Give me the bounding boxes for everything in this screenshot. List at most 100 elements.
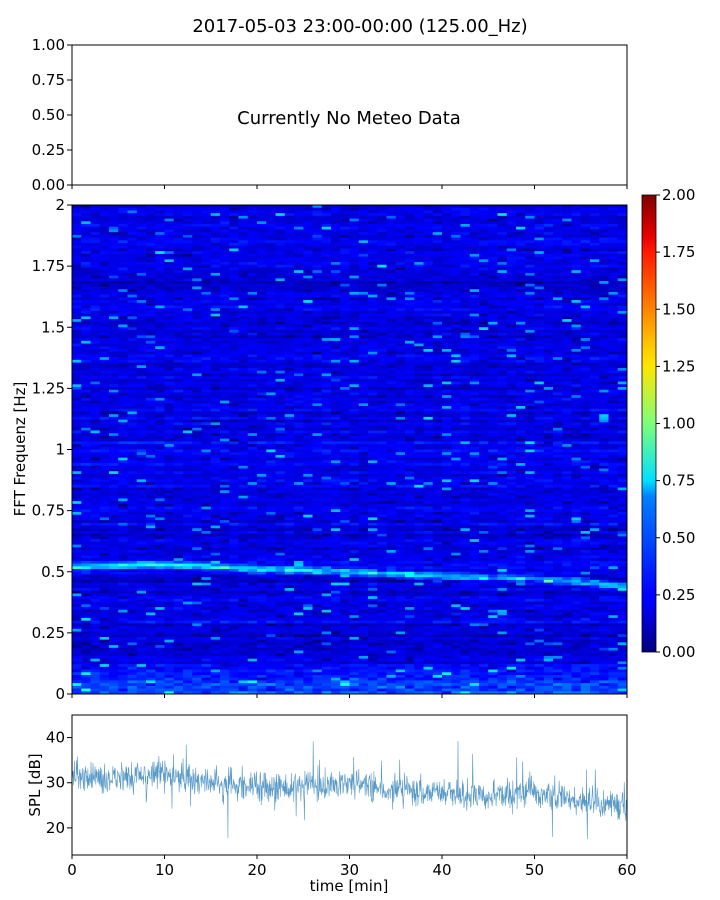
- heatmap-cell: [414, 357, 424, 361]
- heatmap-cell: [525, 251, 535, 255]
- heatmap-cell: [571, 343, 582, 347]
- heatmap-cell: [173, 414, 184, 418]
- heatmap-cell: [164, 305, 175, 309]
- heatmap-cell: [303, 362, 313, 366]
- heatmap-cell: [599, 294, 609, 298]
- heatmap-cell: [525, 343, 535, 347]
- heatmap-cell: [210, 237, 221, 241]
- heatmap-cell: [220, 237, 230, 241]
- heatmap-cell: [183, 403, 193, 407]
- heatmap-cell: [562, 294, 572, 298]
- heatmap-cell: [201, 286, 212, 290]
- heatmap-cell: [118, 248, 128, 252]
- heatmap-cell: [81, 338, 91, 342]
- heatmap-cell: [571, 392, 582, 396]
- heatmap-cell: [414, 234, 424, 238]
- heatmap-cell: [525, 283, 535, 287]
- heatmap-cell: [146, 232, 156, 236]
- heatmap-cell: [275, 300, 286, 304]
- heatmap-cell: [571, 316, 582, 320]
- heatmap-cell: [488, 346, 498, 350]
- heatmap-cell: [580, 283, 591, 287]
- heatmap-cell: [534, 283, 545, 287]
- heatmap-cell: [599, 411, 609, 415]
- heatmap-cell: [155, 259, 165, 263]
- heatmap-cell: [534, 286, 545, 290]
- heatmap-cell: [220, 226, 230, 230]
- heatmap-cell: [488, 294, 498, 298]
- heatmap-cell: [377, 329, 387, 334]
- heatmap-cell: [553, 343, 563, 347]
- heatmap-cell: [99, 327, 110, 331]
- heatmap-cell: [192, 240, 202, 244]
- heatmap-cell: [432, 384, 443, 388]
- heatmap-cell: [312, 384, 323, 388]
- heatmap-cell: [164, 425, 175, 429]
- heatmap-cell: [442, 408, 452, 412]
- heatmap-cell: [349, 226, 360, 230]
- heatmap-cell: [488, 240, 498, 244]
- heatmap-cell: [127, 278, 138, 282]
- heatmap-cell: [294, 357, 304, 361]
- heatmap-cell: [617, 327, 628, 331]
- heatmap-cell: [155, 392, 165, 396]
- heatmap-cell: [136, 343, 147, 347]
- heatmap-cell: [294, 205, 304, 209]
- heatmap-cell: [90, 243, 101, 247]
- heatmap-cell: [599, 422, 609, 426]
- heatmap-cell: [395, 240, 406, 244]
- heatmap-cell: [405, 406, 415, 410]
- heatmap-cell: [442, 324, 452, 328]
- heatmap-cell: [164, 308, 175, 312]
- heatmap-cell: [479, 205, 489, 209]
- heatmap-cell: [99, 357, 110, 361]
- heatmap-cell: [155, 321, 165, 325]
- heatmap-cell: [590, 294, 600, 298]
- heatmap-cell: [109, 414, 119, 418]
- heatmap-cell: [331, 397, 341, 401]
- heatmap-cell: [331, 302, 341, 306]
- heatmap-cell: [210, 373, 221, 377]
- heatmap-cell: [590, 229, 600, 233]
- heatmap-cell: [497, 384, 508, 388]
- heatmap-cell: [164, 270, 175, 274]
- heatmap-cell: [173, 381, 184, 385]
- heatmap-cell: [488, 381, 498, 385]
- heatmap-cell: [571, 354, 582, 358]
- heatmap-cell: [229, 329, 239, 334]
- heatmap-cell: [247, 294, 258, 298]
- heatmap-cell: [469, 245, 480, 249]
- heatmap-cell: [590, 256, 600, 260]
- heatmap-cell: [543, 302, 554, 306]
- heatmap-cell: [608, 226, 619, 230]
- heatmap-cell: [349, 357, 360, 361]
- heatmap-cell: [525, 373, 535, 377]
- heatmap-cell: [81, 381, 91, 385]
- heatmap-cell: [488, 406, 498, 410]
- heatmap-cell: [543, 215, 554, 219]
- heatmap-cell: [331, 272, 341, 277]
- heatmap-cell: [608, 210, 619, 214]
- heatmap-cell: [164, 419, 175, 423]
- heatmap-cell: [460, 264, 471, 268]
- heatmap-cell: [460, 406, 471, 410]
- heatmap-cell: [562, 224, 572, 228]
- heatmap-cell: [238, 229, 249, 233]
- heatmap-cell: [497, 319, 508, 323]
- heatmap-cell: [99, 289, 110, 293]
- heatmap-cell: [571, 278, 582, 282]
- heatmap-cell: [349, 329, 360, 334]
- heatmap-cell: [164, 229, 175, 233]
- heatmap-cell: [405, 221, 415, 225]
- heatmap-cell: [118, 302, 128, 306]
- heatmap-cell: [386, 370, 397, 374]
- heatmap-cell: [109, 264, 119, 268]
- heatmap-cell: [479, 302, 489, 306]
- heatmap-cell: [340, 354, 350, 358]
- heatmap-cell: [127, 340, 138, 344]
- heatmap-cell: [331, 338, 341, 342]
- heatmap-cell: [331, 267, 341, 271]
- heatmap-cell: [543, 272, 554, 277]
- heatmap-cell: [238, 321, 249, 325]
- heatmap-cell: [534, 281, 545, 285]
